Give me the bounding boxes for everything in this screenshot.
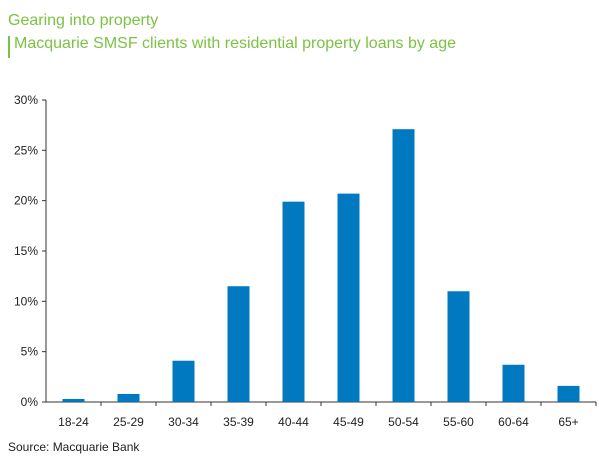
chart-title-block: Gearing into property Macquarie SMSF cli… [8, 9, 588, 58]
bar-25-29 [117, 393, 140, 402]
x-tick-label: 25-29 [113, 415, 144, 429]
bar-30-34 [172, 360, 195, 402]
source-note: Source: Macquarie Bank [8, 440, 140, 454]
x-tick-label: 55-60 [443, 415, 474, 429]
y-tick-label: 5% [21, 345, 39, 359]
bar-35-39 [227, 286, 250, 402]
bar-50-54 [392, 129, 415, 402]
chart-title: Gearing into property [8, 12, 159, 29]
y-tick-label: 15% [14, 244, 38, 258]
bar-65+ [557, 385, 580, 402]
bar-40-44 [282, 201, 305, 402]
bar-45-49 [337, 193, 360, 402]
x-tick-label: 65+ [558, 415, 578, 429]
x-tick-label: 35-39 [223, 415, 254, 429]
x-tick-label: 50-54 [388, 415, 419, 429]
y-tick-label: 25% [14, 143, 38, 157]
y-tick-label: 20% [14, 194, 38, 208]
bar-55-60 [447, 291, 470, 402]
x-tick-label: 30-34 [168, 415, 199, 429]
x-tick-label: 60-64 [498, 415, 529, 429]
chart-subtitle: Macquarie SMSF clients with residential … [14, 35, 456, 52]
y-tick-label: 30% [14, 93, 38, 107]
bar-60-64 [502, 364, 525, 402]
bar-18-24 [62, 398, 85, 402]
x-tick-label: 40-44 [278, 415, 309, 429]
y-tick-label: 10% [14, 294, 38, 308]
y-tick-label: 0% [21, 395, 39, 409]
title-accent-bar [8, 36, 10, 58]
x-tick-label: 45-49 [333, 415, 364, 429]
x-tick-label: 18-24 [58, 415, 89, 429]
